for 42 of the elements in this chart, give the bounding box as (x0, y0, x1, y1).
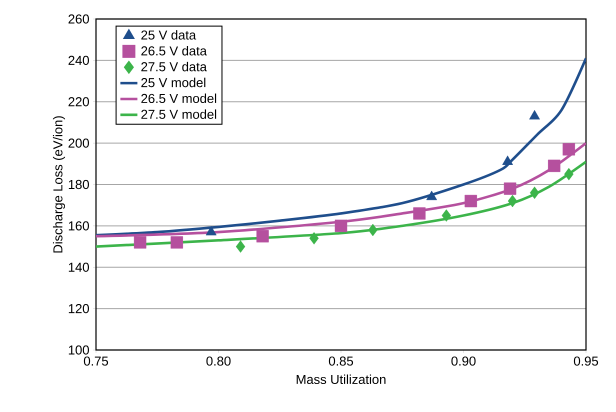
legend-label: 27.5 V model (141, 109, 216, 119)
y-tick-label: 140 (68, 262, 89, 272)
point (368, 224, 378, 236)
legend-label: 25 V data (141, 30, 196, 40)
point (502, 156, 513, 165)
point (134, 236, 146, 249)
point (442, 209, 452, 222)
point (309, 232, 319, 244)
legend-label: 27.5 V data (141, 62, 207, 72)
y-tick-label: 240 (68, 56, 89, 65)
point (236, 240, 246, 253)
legend-label: 26.5 V data (141, 46, 207, 56)
point (426, 190, 438, 200)
x-axis-title: Mass Utilization (296, 374, 386, 384)
y-tick-label: 120 (68, 304, 89, 314)
y-tick-label: 180 (68, 180, 89, 190)
y-tick-label: 200 (68, 138, 89, 148)
x-tick-label: 0.75 (84, 356, 108, 366)
point (562, 143, 576, 156)
y-tick-label: 100 (68, 345, 89, 355)
y-axis-title: Discharge Loss (eV/ion) (52, 116, 66, 253)
legend-label: 26.5 V model (141, 94, 216, 104)
point (256, 230, 269, 242)
point (504, 182, 516, 195)
point (564, 168, 574, 180)
point (464, 194, 478, 208)
point (529, 110, 540, 120)
y-tick-label: 160 (68, 221, 89, 230)
x-tick-label: 0.85 (328, 356, 354, 366)
x-tick-label: 0.95 (574, 356, 598, 366)
point (508, 194, 518, 208)
point (334, 220, 348, 232)
point (170, 236, 184, 249)
y-tick-label: 260 (68, 14, 89, 24)
line-series (96, 57, 586, 236)
point (530, 186, 540, 199)
x-tick-label: 0.90 (451, 356, 476, 366)
point (413, 207, 426, 220)
x-tick-label: 0.80 (206, 356, 231, 366)
point (548, 160, 560, 172)
y-tick-label: 220 (68, 97, 89, 106)
legend-label: 25 V model (141, 78, 206, 88)
